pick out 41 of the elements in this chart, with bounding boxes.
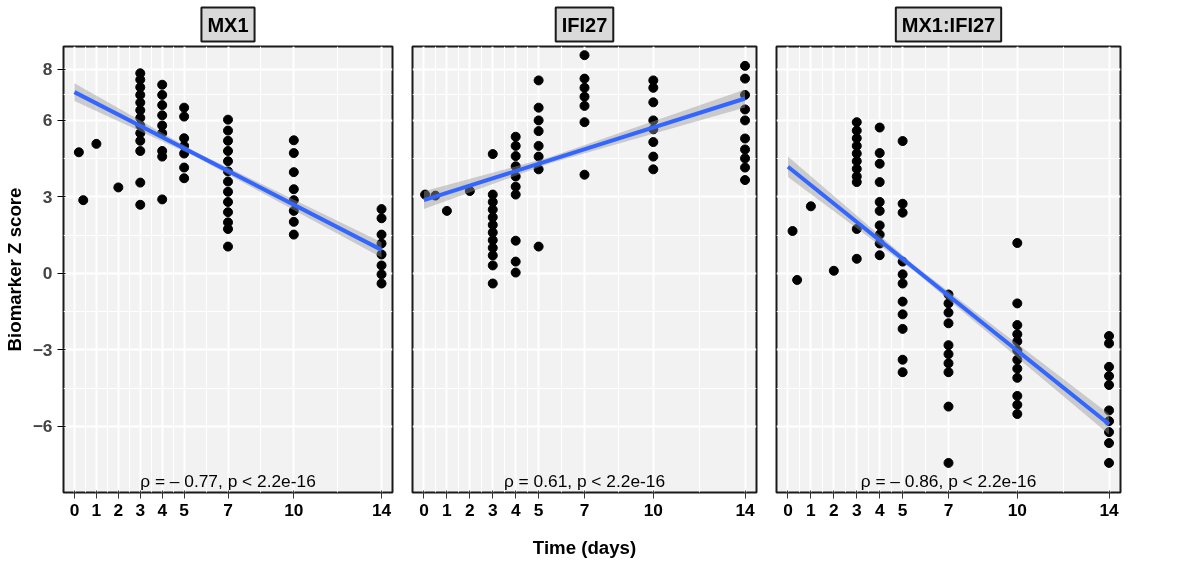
x-tick-label: 4 <box>874 499 885 520</box>
x-tick-label: 10 <box>284 499 304 520</box>
x-tick-label: 5 <box>897 499 908 520</box>
x-tick-label: 5 <box>179 499 190 520</box>
chart-title: MX1 <box>207 13 249 36</box>
x-tick-label: 4 <box>510 499 521 520</box>
y-tick-label: 0 <box>42 263 53 284</box>
x-tick-label: 14 <box>735 499 756 520</box>
x-tick-label: 4 <box>157 499 168 520</box>
x-tick-label: 10 <box>1007 499 1027 520</box>
y-axis-title: Biomarker Z score <box>3 187 25 352</box>
y-tick-label: 6 <box>42 110 53 131</box>
x-tick-label: 10 <box>643 499 663 520</box>
x-tick-label: 1 <box>442 499 453 520</box>
x-tick-label: 1 <box>91 499 102 520</box>
x-tick-label: 7 <box>579 499 590 520</box>
chart-title: IFI27 <box>561 13 608 36</box>
y-tick-label: 8 <box>42 59 53 80</box>
x-tick-label: 3 <box>487 499 498 520</box>
x-tick-label: 2 <box>829 499 839 520</box>
x-tick-label: 0 <box>69 499 80 520</box>
x-tick-label: 5 <box>533 499 544 520</box>
x-tick-label: 14 <box>1099 499 1120 520</box>
annotation: ρ = – 0.86, p < 2.2e-16 <box>860 470 1037 491</box>
x-tick-label: 3 <box>135 499 146 520</box>
x-tick-label: 2 <box>465 499 475 520</box>
y-tick-label: −3 <box>32 339 53 360</box>
y-tick-label: −6 <box>32 416 53 437</box>
annotation: ρ = 0.61, p < 2.2e-16 <box>503 470 666 491</box>
chart-title: MX1:IFI27 <box>901 13 996 36</box>
x-tick-label: 14 <box>371 499 392 520</box>
annotation: ρ = – 0.77, p < 2.2e-16 <box>140 470 316 491</box>
x-tick-label: 2 <box>113 499 124 520</box>
y-tick-label: 3 <box>42 186 53 207</box>
x-tick-label: 3 <box>851 499 862 520</box>
x-tick-label: 7 <box>943 499 954 520</box>
x-tick-label: 1 <box>806 499 817 520</box>
x-tick-label: 7 <box>223 499 233 520</box>
x-axis-title: Time (days) <box>532 536 637 558</box>
x-tick-label: 0 <box>783 499 793 520</box>
x-tick-label: 0 <box>419 499 429 520</box>
